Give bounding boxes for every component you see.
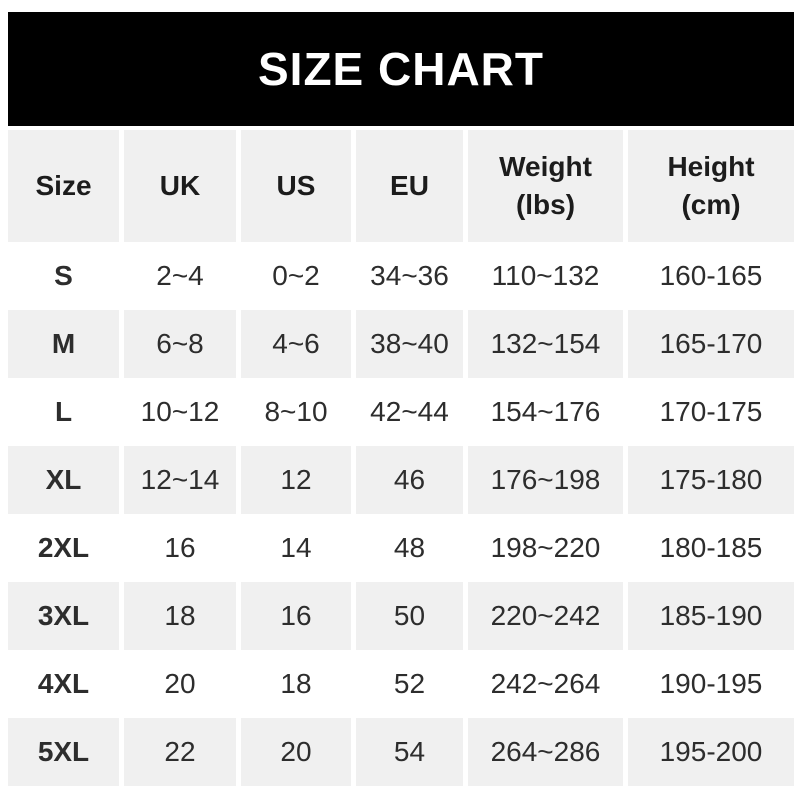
cell-weight: 198~220 bbox=[463, 514, 623, 582]
table-row-5xl: 5XL 22 20 54 264~286 195-200 bbox=[8, 718, 794, 786]
column-header-weight: Weight (lbs) bbox=[463, 130, 623, 242]
cell-uk: 12~14 bbox=[119, 446, 236, 514]
cell-eu: 48 bbox=[351, 514, 463, 582]
table-row-3xl: 3XL 18 16 50 220~242 185-190 bbox=[8, 582, 794, 650]
cell-us: 20 bbox=[236, 718, 351, 786]
cell-height: 170-175 bbox=[623, 378, 794, 446]
cell-weight: 242~264 bbox=[463, 650, 623, 718]
cell-height: 180-185 bbox=[623, 514, 794, 582]
page-title: SIZE CHART bbox=[258, 43, 544, 95]
cell-weight: 176~198 bbox=[463, 446, 623, 514]
table-row-l: L 10~12 8~10 42~44 154~176 170-175 bbox=[8, 378, 794, 446]
cell-size: L bbox=[54, 396, 73, 427]
cell-eu: 54 bbox=[351, 718, 463, 786]
cell-eu: 34~36 bbox=[351, 242, 463, 310]
table-row-4xl: 4XL 20 18 52 242~264 190-195 bbox=[8, 650, 794, 718]
cell-height: 190-195 bbox=[623, 650, 794, 718]
cell-eu: 50 bbox=[351, 582, 463, 650]
table-row-2xl: 2XL 16 14 48 198~220 180-185 bbox=[8, 514, 794, 582]
table-header-row: Size UK US EU Weight (lbs) Height (cm) bbox=[8, 130, 794, 242]
cell-eu: 46 bbox=[351, 446, 463, 514]
cell-uk: 22 bbox=[119, 718, 236, 786]
cell-uk: 16 bbox=[119, 514, 236, 582]
table-row-m: M 6~8 4~6 38~40 132~154 165-170 bbox=[8, 310, 794, 378]
cell-height: 165-170 bbox=[623, 310, 794, 378]
column-header-size: Size bbox=[8, 130, 119, 242]
cell-size: 2XL bbox=[37, 532, 90, 563]
cell-weight: 154~176 bbox=[463, 378, 623, 446]
cell-eu: 52 bbox=[351, 650, 463, 718]
cell-height: 160-165 bbox=[623, 242, 794, 310]
size-chart-banner: SIZE CHART bbox=[8, 12, 794, 126]
cell-size: M bbox=[8, 310, 119, 378]
cell-weight: 220~242 bbox=[463, 582, 623, 650]
cell-height: 185-190 bbox=[623, 582, 794, 650]
cell-uk: 20 bbox=[119, 650, 236, 718]
cell-height: 195-200 bbox=[623, 718, 794, 786]
column-header-us: US bbox=[236, 130, 351, 242]
cell-uk: 10~12 bbox=[119, 378, 236, 446]
cell-eu: 42~44 bbox=[351, 378, 463, 446]
cell-uk: 2~4 bbox=[119, 242, 236, 310]
table-row-xl: XL 12~14 12 46 176~198 175-180 bbox=[8, 446, 794, 514]
cell-us: 12 bbox=[236, 446, 351, 514]
cell-size: 5XL bbox=[8, 718, 119, 786]
cell-us: 16 bbox=[236, 582, 351, 650]
cell-size: 4XL bbox=[37, 668, 90, 699]
cell-uk: 6~8 bbox=[119, 310, 236, 378]
cell-us: 18 bbox=[236, 650, 351, 718]
cell-weight: 132~154 bbox=[463, 310, 623, 378]
cell-us: 8~10 bbox=[236, 378, 351, 446]
cell-us: 0~2 bbox=[236, 242, 351, 310]
column-header-eu: EU bbox=[351, 130, 463, 242]
size-chart-table: Size UK US EU Weight (lbs) Height (cm) S… bbox=[8, 130, 794, 786]
cell-height: 175-180 bbox=[623, 446, 794, 514]
cell-size: XL bbox=[8, 446, 119, 514]
cell-size: S bbox=[54, 260, 73, 291]
cell-weight: 110~132 bbox=[463, 242, 623, 310]
column-header-height: Height (cm) bbox=[623, 130, 794, 242]
column-header-uk: UK bbox=[119, 130, 236, 242]
cell-eu: 38~40 bbox=[351, 310, 463, 378]
cell-uk: 18 bbox=[119, 582, 236, 650]
size-chart-table-container: Size UK US EU Weight (lbs) Height (cm) S… bbox=[8, 130, 794, 786]
cell-us: 4~6 bbox=[236, 310, 351, 378]
table-row-s: S 2~4 0~2 34~36 110~132 160-165 bbox=[8, 242, 794, 310]
cell-weight: 264~286 bbox=[463, 718, 623, 786]
cell-size: 3XL bbox=[8, 582, 119, 650]
cell-us: 14 bbox=[236, 514, 351, 582]
